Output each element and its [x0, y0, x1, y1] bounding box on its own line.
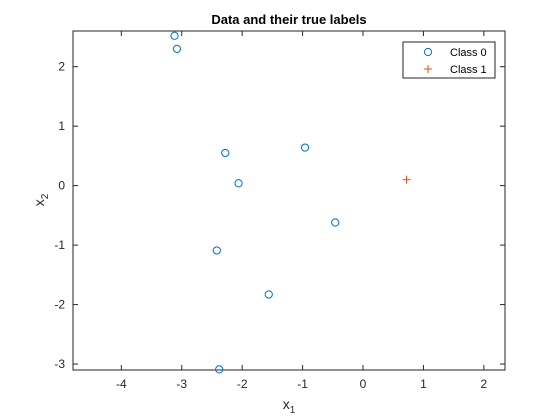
- class-0-circle-point: [331, 218, 340, 227]
- y-axis-label-base: x: [31, 199, 47, 206]
- legend: Class 0 Class 1: [402, 41, 496, 79]
- axes-box: [72, 30, 506, 371]
- class-0-circle-point: [212, 246, 221, 255]
- series-class-0: [170, 31, 340, 374]
- x-tick-label: -3: [176, 377, 187, 391]
- class-0-circle-point: [215, 365, 224, 374]
- class-0-circle-point: [221, 148, 230, 158]
- class-0-circle-point: [234, 179, 243, 188]
- legend-label: Class 1: [450, 64, 487, 76]
- y-tick-label: -1: [54, 238, 65, 252]
- class-0-circle-point: [300, 143, 310, 152]
- ticks-layer: -4 -3 -2 -1 0 1 2 -3 -2 -1 0 1 2: [54, 31, 505, 391]
- data-points: [170, 31, 411, 374]
- y-tick-label: -3: [54, 357, 65, 371]
- x-tick-label: -4: [116, 377, 127, 391]
- y-tick-label: 1: [58, 119, 65, 133]
- legend-circle-marker: [423, 47, 433, 57]
- x-tick-label: 1: [420, 377, 427, 391]
- y-tick-label: -2: [54, 298, 65, 312]
- x-axis-label: x1: [283, 396, 296, 416]
- legend-box: [402, 41, 496, 79]
- y-axis-label-subscript: 2: [40, 193, 51, 199]
- class-1-plus-point: [402, 175, 411, 184]
- y-axis-label: x2: [31, 193, 51, 206]
- x-tick-label: 2: [481, 377, 488, 391]
- x-tick-label: -2: [237, 377, 248, 391]
- legend-plus-marker: [424, 65, 432, 73]
- chart-title: Data and their true labels: [211, 12, 366, 27]
- y-tick-label: 0: [58, 179, 65, 193]
- series-class-1: [402, 175, 411, 184]
- legend-items: Class 0 Class 1: [423, 47, 487, 76]
- class-0-circle-point: [264, 290, 273, 299]
- class-0-circle-point: [170, 31, 179, 40]
- x-axis-label-subscript: 1: [290, 405, 296, 416]
- x-tick-label: -1: [297, 377, 308, 391]
- class-0-circle-point: [172, 44, 182, 53]
- x-tick-label: 0: [360, 377, 367, 391]
- x-axis-label-base: x: [283, 396, 290, 412]
- y-tick-label: 2: [58, 60, 65, 74]
- legend-label: Class 0: [450, 47, 487, 59]
